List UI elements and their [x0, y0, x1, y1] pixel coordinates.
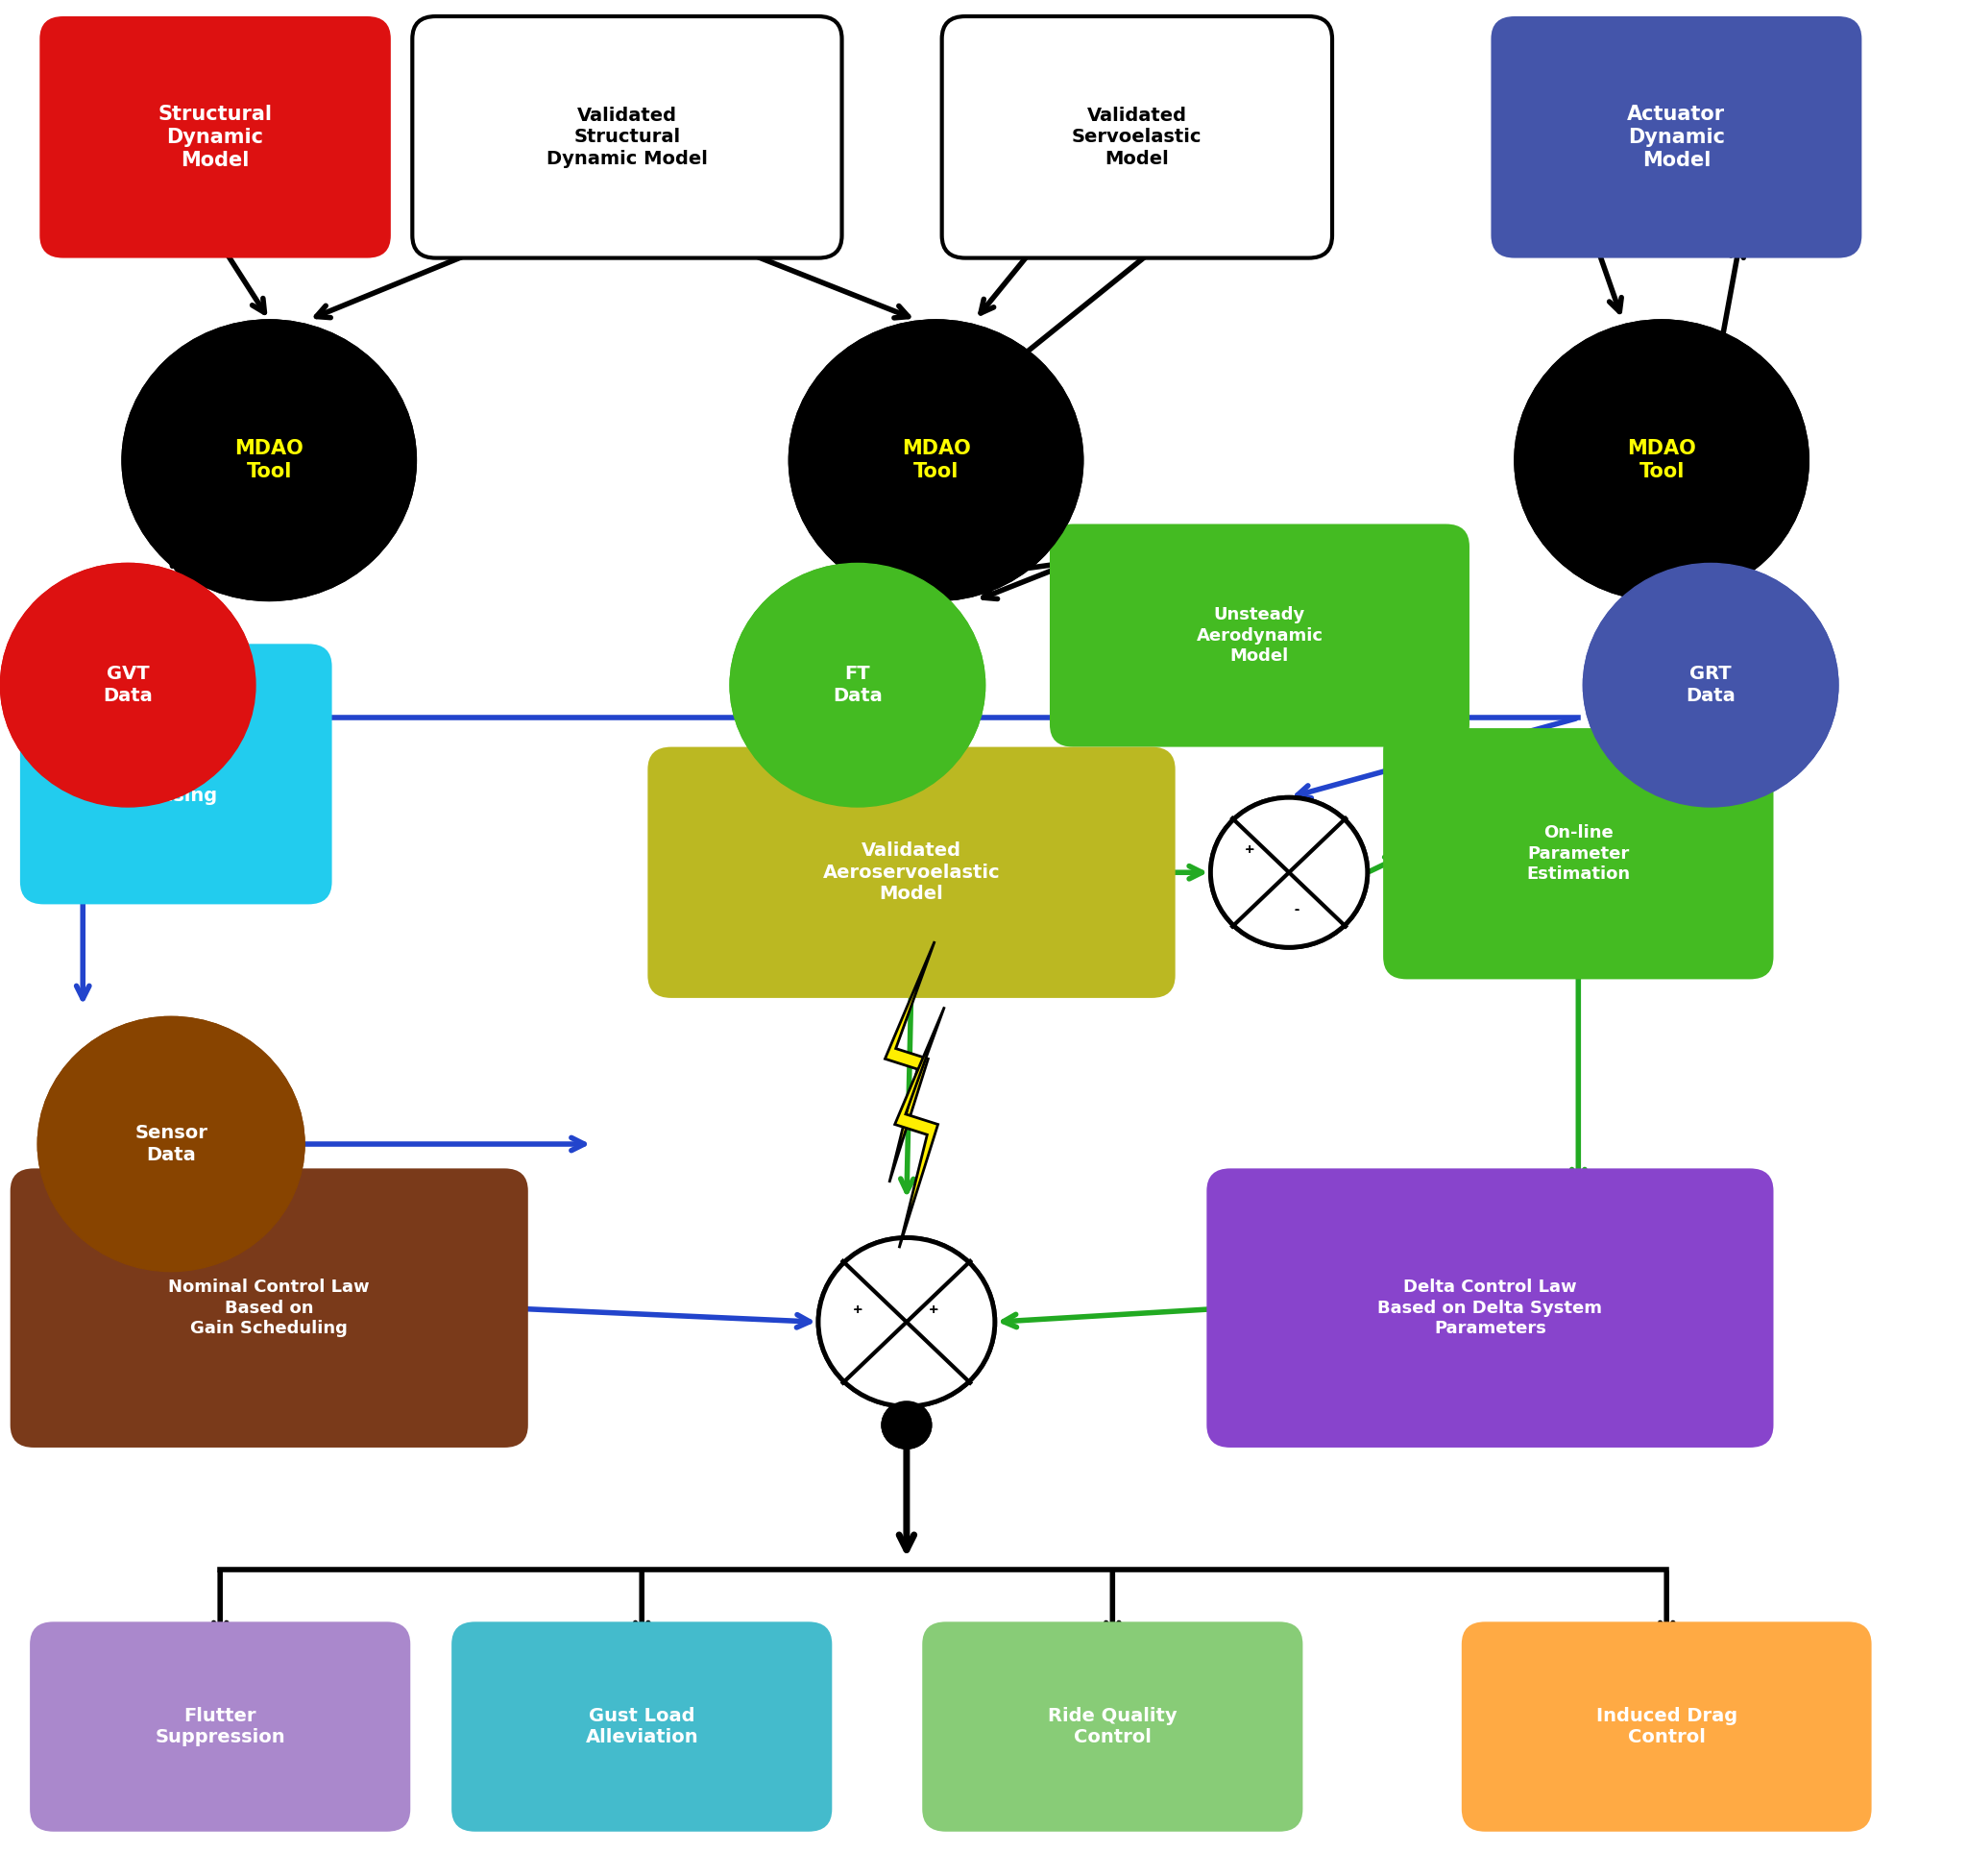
Circle shape: [0, 563, 256, 807]
Polygon shape: [885, 942, 934, 1182]
Circle shape: [0, 563, 256, 807]
FancyBboxPatch shape: [10, 1169, 527, 1448]
Text: MDAO
Tool: MDAO Tool: [1627, 439, 1696, 482]
Circle shape: [730, 563, 985, 807]
Circle shape: [37, 1017, 305, 1272]
Text: Unsteady
Aerodynamic
Model: Unsteady Aerodynamic Model: [1196, 606, 1324, 664]
Text: FT
Data: FT Data: [832, 666, 883, 705]
Text: Sensor
Data: Sensor Data: [134, 1124, 209, 1165]
Text: GVT
Data: GVT Data: [102, 666, 153, 705]
Text: Ride Quality
Control: Ride Quality Control: [1048, 1707, 1176, 1747]
Text: GRT
Data: GRT Data: [1686, 666, 1735, 705]
Circle shape: [789, 319, 1084, 600]
Circle shape: [37, 1017, 305, 1272]
Text: On-line
Parameter
Estimation: On-line Parameter Estimation: [1526, 824, 1631, 884]
FancyBboxPatch shape: [1383, 728, 1774, 979]
Text: Validated
Servoelastic
Model: Validated Servoelastic Model: [1072, 107, 1202, 169]
FancyBboxPatch shape: [942, 17, 1332, 259]
Circle shape: [1515, 319, 1810, 600]
Text: MDAO
Tool: MDAO Tool: [901, 439, 970, 482]
Circle shape: [730, 563, 985, 807]
Text: Validated
Structural
Dynamic Model: Validated Structural Dynamic Model: [547, 107, 708, 169]
FancyBboxPatch shape: [1491, 17, 1861, 259]
Circle shape: [1210, 797, 1367, 947]
Text: MDAO
Tool: MDAO Tool: [901, 439, 970, 482]
Text: +: +: [1245, 844, 1255, 855]
Circle shape: [122, 319, 417, 600]
Circle shape: [1515, 319, 1810, 600]
FancyBboxPatch shape: [923, 1621, 1302, 1831]
Text: Sensor
Data: Sensor Data: [134, 1124, 209, 1165]
Text: FT
Data: FT Data: [832, 666, 883, 705]
Circle shape: [1210, 797, 1367, 947]
Circle shape: [818, 1238, 995, 1407]
Text: +: +: [928, 1304, 938, 1315]
Text: -: -: [1294, 904, 1300, 915]
FancyBboxPatch shape: [39, 17, 391, 259]
FancyBboxPatch shape: [1206, 1169, 1774, 1448]
Text: +: +: [854, 1304, 864, 1315]
Circle shape: [1583, 563, 1839, 807]
Text: GVT
Data: GVT Data: [102, 666, 153, 705]
FancyBboxPatch shape: [452, 1621, 832, 1831]
Text: +: +: [928, 1304, 938, 1315]
Text: -: -: [1294, 904, 1300, 915]
Text: MDAO
Tool: MDAO Tool: [234, 439, 303, 482]
Text: MDAO
Tool: MDAO Tool: [234, 439, 303, 482]
Circle shape: [122, 319, 417, 600]
Text: Gust Load
Alleviation: Gust Load Alleviation: [586, 1707, 698, 1747]
FancyBboxPatch shape: [20, 643, 332, 904]
Text: MDAO
Tool: MDAO Tool: [1627, 439, 1696, 482]
FancyBboxPatch shape: [1461, 1621, 1871, 1831]
Circle shape: [789, 319, 1084, 600]
FancyBboxPatch shape: [413, 17, 842, 259]
Text: +: +: [854, 1304, 864, 1315]
Text: Delta Control Law
Based on Delta System
Parameters: Delta Control Law Based on Delta System …: [1377, 1279, 1603, 1338]
FancyBboxPatch shape: [1050, 523, 1469, 747]
FancyBboxPatch shape: [30, 1621, 411, 1831]
Text: Validated
Aeroservoelastic
Model: Validated Aeroservoelastic Model: [822, 842, 999, 904]
Text: Actuator
Dynamic
Model: Actuator Dynamic Model: [1627, 105, 1725, 171]
Text: GRT
Data: GRT Data: [1686, 666, 1735, 705]
Text: Shape and
Load
Sensing: Shape and Load Sensing: [120, 743, 232, 805]
Text: Induced Drag
Control: Induced Drag Control: [1595, 1707, 1737, 1747]
Circle shape: [1583, 563, 1839, 807]
Circle shape: [881, 1401, 932, 1450]
Circle shape: [818, 1238, 995, 1407]
Polygon shape: [895, 1007, 944, 1248]
FancyBboxPatch shape: [647, 747, 1174, 998]
Text: Structural
Dynamic
Model: Structural Dynamic Model: [157, 105, 271, 171]
Text: Flutter
Suppression: Flutter Suppression: [155, 1707, 285, 1747]
Text: +: +: [1245, 844, 1255, 855]
Text: Nominal Control Law
Based on
Gain Scheduling: Nominal Control Law Based on Gain Schedu…: [169, 1279, 370, 1338]
Circle shape: [881, 1401, 932, 1450]
